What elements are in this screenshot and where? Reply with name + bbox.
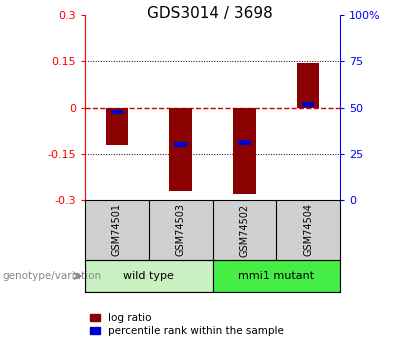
Text: GSM74504: GSM74504: [303, 204, 313, 256]
Bar: [233, 108, 255, 194]
Bar: [111, 110, 123, 115]
Bar: [297, 63, 319, 108]
Text: GSM74501: GSM74501: [112, 204, 122, 256]
Bar: [106, 108, 128, 145]
Legend: log ratio, percentile rank within the sample: log ratio, percentile rank within the sa…: [90, 313, 284, 336]
Bar: [213, 260, 340, 292]
Text: wild type: wild type: [123, 271, 174, 281]
Text: genotype/variation: genotype/variation: [2, 271, 101, 281]
Bar: [169, 108, 192, 191]
Text: mmi1 mutant: mmi1 mutant: [238, 271, 314, 281]
Bar: [174, 142, 187, 147]
Bar: [302, 102, 314, 107]
Text: GDS3014 / 3698: GDS3014 / 3698: [147, 6, 273, 21]
Bar: [238, 140, 250, 145]
Bar: [85, 260, 213, 292]
Text: GSM74502: GSM74502: [239, 204, 249, 257]
Text: GSM74503: GSM74503: [176, 204, 186, 256]
